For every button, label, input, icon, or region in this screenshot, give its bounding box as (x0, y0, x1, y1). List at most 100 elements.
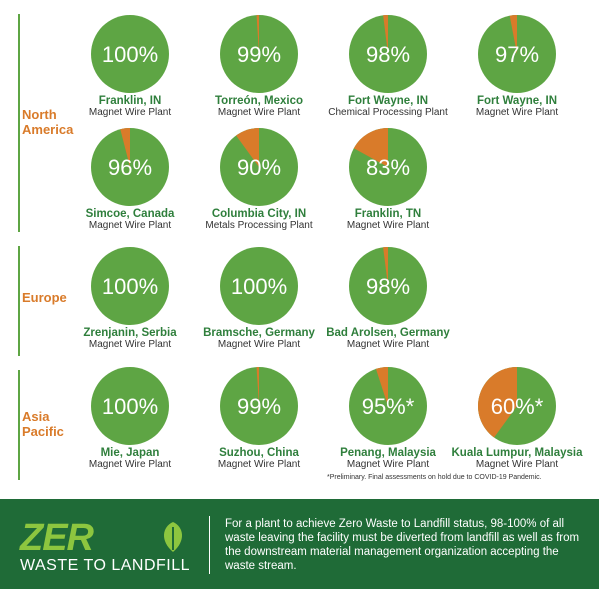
plant-pie: 98% Bad Arolsen, Germany Magnet Wire Plant (318, 246, 458, 350)
plant-type: Magnet Wire Plant (475, 459, 559, 470)
plant-location: Fort Wayne, IN (347, 95, 429, 107)
leaf-icon (163, 522, 183, 552)
plant-type: Magnet Wire Plant (346, 339, 430, 350)
footnote: *Preliminary. Final assessments on hold … (327, 474, 542, 481)
pie-chart: 96% (91, 128, 169, 206)
plant-pie: 99% Torreón, Mexico Magnet Wire Plant (189, 14, 329, 118)
region-bar-north-america (18, 14, 20, 232)
plant-type: Magnet Wire Plant (88, 107, 172, 118)
plant-location: Franklin, IN (98, 95, 162, 107)
pie-slice-diverted (220, 247, 298, 325)
region-label-north-america: North America (22, 107, 73, 137)
pie-chart: 100% (220, 247, 298, 325)
footer-description: For a plant to achieve Zero Waste to Lan… (225, 518, 580, 572)
pie-slice-landfill (383, 247, 388, 286)
plant-location: Columbia City, IN (211, 208, 307, 220)
plant-location: Fort Wayne, IN (476, 95, 558, 107)
pie-chart: 100% (91, 367, 169, 445)
plant-location: Bramsche, Germany (203, 327, 315, 339)
pie-slice-landfill (353, 128, 388, 167)
logo-zero: ZER (20, 517, 94, 559)
plant-location: Kuala Lumpur, Malaysia (451, 447, 583, 459)
pie-chart: 90% (220, 128, 298, 206)
pie-slice-landfill (256, 15, 259, 54)
region-label-line: Asia (22, 409, 50, 424)
plant-pie: 83% Franklin, TN Magnet Wire Plant (318, 127, 458, 231)
pie-slice-diverted (91, 367, 169, 445)
pie-value-label: 98% (366, 274, 410, 299)
pie-slice-landfill (375, 367, 388, 406)
pie-chart: 99% (220, 15, 298, 93)
plant-pie: 95%* Penang, Malaysia Magnet Wire Plant (318, 366, 458, 470)
pie-slice-diverted (91, 247, 169, 325)
pie-value-label: 100% (102, 274, 158, 299)
plant-type: Magnet Wire Plant (88, 339, 172, 350)
pie-slice-landfill (383, 15, 388, 54)
plant-location: Torreón, Mexico (215, 95, 303, 107)
plant-pie: 100% Zrenjanin, Serbia Magnet Wire Plant (60, 246, 200, 350)
plant-type: Magnet Wire Plant (217, 459, 301, 470)
region-bar-europe (18, 246, 20, 356)
pie-chart: 83% (349, 128, 427, 206)
pie-value-label: 100% (102, 42, 158, 67)
region-label-line: Europe (22, 290, 67, 305)
plant-pie: 97% Fort Wayne, IN Magnet Wire Plant (447, 14, 587, 118)
pie-chart: 95%* (349, 367, 427, 445)
pie-chart: 100% (91, 15, 169, 93)
region-bar-asia-pacific (18, 370, 20, 480)
plant-type: Metals Processing Plant (205, 220, 313, 231)
region-label-europe: Europe (22, 290, 67, 305)
region-label-line: America (22, 122, 74, 137)
pie-value-label: 83% (366, 155, 410, 180)
footer-divider (209, 516, 210, 574)
plant-type: Magnet Wire Plant (217, 339, 301, 350)
plant-type: Chemical Processing Plant (328, 107, 448, 118)
pie-value-label: 97% (495, 42, 539, 67)
pie-slice-diverted (91, 15, 169, 93)
plant-pie: 100% Bramsche, Germany Magnet Wire Plant (189, 246, 329, 350)
pie-chart: 60%* (478, 367, 556, 445)
pie-value-label: 60%* (491, 394, 544, 419)
plant-type: Magnet Wire Plant (88, 220, 172, 231)
pie-chart: 97% (478, 14, 556, 93)
region-label-asia-pacific: Asia Pacific (22, 409, 64, 439)
pie-value-label: 99% (237, 42, 281, 67)
pie-value-label: 96% (108, 155, 152, 180)
plant-type: Magnet Wire Plant (346, 220, 430, 231)
footer-banner: ZER WASTE TO LANDFILL For a plant to ach… (0, 499, 599, 589)
pie-value-label: 90% (237, 155, 281, 180)
pie-slice-landfill (509, 14, 517, 54)
pie-chart: 99% (220, 367, 298, 445)
pie-value-label: 95%* (362, 394, 415, 419)
plant-location: Zrenjanin, Serbia (83, 327, 177, 339)
pie-value-label: 99% (237, 394, 281, 419)
plant-location: Simcoe, Canada (85, 208, 175, 220)
plant-location: Franklin, TN (354, 208, 422, 220)
pie-chart: 98% (349, 15, 427, 93)
plant-pie: 98% Fort Wayne, IN Chemical Processing Pla… (318, 14, 458, 118)
region-label-line: North (22, 107, 57, 122)
plant-type: Magnet Wire Plant (475, 107, 559, 118)
logo-subtitle: WASTE TO LANDFILL (20, 557, 191, 574)
plant-pie: 100% Mie, Japan Magnet Wire Plant (60, 366, 200, 470)
plant-type: Magnet Wire Plant (217, 107, 301, 118)
plant-pie: 90% Columbia City, IN Metals Processing Pl… (189, 127, 329, 231)
pie-chart: 98% (349, 247, 427, 325)
plant-location: Bad Arolsen, Germany (326, 327, 450, 339)
plant-location: Penang, Malaysia (340, 447, 436, 459)
pie-value-label: 98% (366, 42, 410, 67)
plant-type: Magnet Wire Plant (346, 459, 430, 470)
plant-type: Magnet Wire Plant (88, 459, 172, 470)
pie-slice-landfill (478, 367, 517, 438)
region-label-line: Pacific (22, 424, 64, 439)
pie-slice-landfill (256, 367, 259, 406)
plant-location: Suzhou, China (219, 447, 299, 459)
pie-value-label: 100% (102, 394, 158, 419)
pie-slice-landfill (120, 128, 130, 167)
plant-pie: 96% Simcoe, Canada Magnet Wire Plant (60, 127, 200, 231)
pie-value-label: 100% (231, 274, 287, 299)
pie-slice-landfill (236, 128, 259, 167)
plant-pie: 100% Franklin, IN Magnet Wire Plant (60, 14, 200, 118)
plant-pie: 60%* Kuala Lumpur, Malaysia Magnet Wire Pl… (447, 366, 587, 470)
plant-location: Mie, Japan (100, 447, 160, 459)
